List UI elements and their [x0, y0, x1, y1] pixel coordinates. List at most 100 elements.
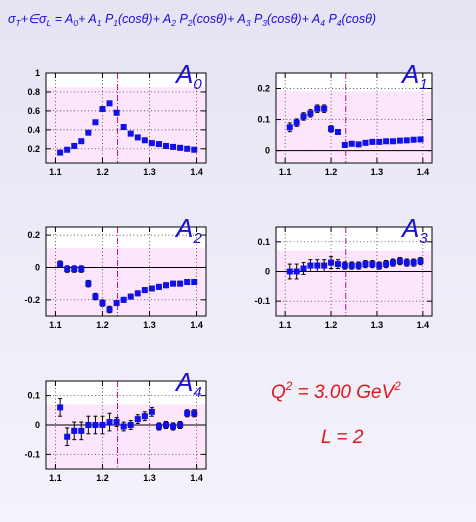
data-point-3-0 [286, 268, 293, 275]
plot-frame-0 [45, 72, 207, 164]
data-point-0-13 [148, 140, 155, 147]
data-point-0-0 [57, 149, 64, 156]
panel-label-1: A1 [400, 59, 428, 93]
data-point-4-17 [177, 422, 184, 428]
formula-part-7: 1 [96, 17, 102, 28]
x-tick-label-3-2: 1.3 [371, 320, 384, 330]
data-point-4-6 [99, 422, 106, 428]
x-tick-label-3-3: 1.4 [417, 320, 430, 330]
panel-label-main-3: A [400, 213, 419, 243]
x-tick-label-2-0: 1.1 [49, 320, 62, 330]
data-point-0-17 [177, 144, 184, 151]
data-point-1-6 [328, 125, 335, 132]
x-tick-label-1-2: 1.3 [371, 167, 384, 177]
formula-part-16: P [250, 12, 263, 26]
x-tick-label-0-3: 1.4 [190, 167, 203, 177]
data-point-3-3 [307, 262, 314, 269]
data-point-1-15 [390, 138, 396, 145]
data-point-3-17 [403, 259, 410, 266]
formula-part-17: 3 [262, 17, 268, 28]
y-tick-label-0-0: 0.2 [27, 144, 40, 154]
y-tick-label-2-2: 0.2 [27, 230, 40, 240]
data-point-4-11 [134, 416, 141, 423]
data-point-1-8 [341, 142, 348, 148]
data-point-3-13 [376, 262, 383, 269]
y-tick-label-4-2: 0.1 [27, 391, 40, 401]
data-point-3-1 [293, 268, 300, 275]
panel-label-main-0: A [174, 59, 193, 89]
data-point-2-7 [106, 306, 113, 313]
data-point-2-6 [99, 300, 106, 307]
data-point-2-9 [120, 296, 127, 303]
data-point-0-1 [64, 146, 71, 153]
panel-label-sub-1: 1 [419, 76, 427, 93]
data-point-4-14 [155, 423, 162, 430]
q2-text: Q2 = 3.00 GeV2 [271, 380, 401, 403]
data-point-1-4 [314, 105, 321, 112]
panel-label-sub-3: 3 [419, 230, 428, 247]
data-point-4-19 [191, 410, 198, 417]
data-point-1-18 [410, 136, 417, 143]
plot-frame-2 [45, 226, 207, 317]
formula-text: σT+∈σL = A0+ A1 P1(cosθ)+ A2 P2(cosθ)+ A… [8, 11, 376, 28]
data-point-1-12 [369, 138, 376, 145]
formula-part-0: σ [8, 12, 16, 26]
x-tick-label-1-1: 1.2 [325, 167, 338, 177]
data-point-4-12 [141, 413, 148, 420]
x-tick-label-4-2: 1.3 [143, 473, 156, 483]
data-point-4-0 [57, 404, 64, 411]
x-tick-label-0-0: 1.1 [49, 167, 62, 177]
data-point-1-9 [348, 140, 355, 147]
data-point-3-16 [396, 258, 403, 265]
data-point-1-13 [376, 138, 383, 145]
data-point-3-19 [417, 258, 424, 265]
data-point-0-10 [127, 130, 134, 137]
data-point-1-14 [383, 138, 390, 145]
data-point-4-9 [120, 423, 127, 430]
data-point-3-7 [334, 261, 341, 268]
data-point-3-4 [314, 262, 321, 269]
y-tick-label-2-1: 0 [35, 262, 40, 272]
y-tick-label-0-2: 0.6 [27, 106, 40, 116]
formula-part-21: 4 [336, 17, 342, 28]
chart-panel-1: 1.1 1.2 1.3 1.4 0 0.1 0.2 A1 [257, 59, 433, 177]
chart-panel-3: 1.1 1.2 1.3 1.4 -0.1 0 0.1 A3 [254, 213, 433, 330]
data-point-1-16 [396, 137, 403, 144]
x-tick-label-2-2: 1.3 [143, 320, 156, 330]
formula-part-6: + A [78, 12, 97, 26]
x-tick-label-2-3: 1.4 [190, 320, 203, 330]
data-point-2-19 [191, 279, 198, 286]
y-tick-label-3-1: 0 [265, 267, 270, 277]
data-point-2-14 [155, 283, 162, 290]
data-point-0-8 [113, 109, 120, 116]
panel-label-sub-2: 2 [192, 230, 202, 247]
formula-part-2: +∈σ [20, 12, 47, 26]
data-point-4-3 [78, 427, 85, 434]
q2-part-3: 2 [394, 380, 401, 393]
formula-part-19: 4 [320, 17, 325, 28]
data-point-4-10 [127, 422, 134, 428]
l-text: L = 2 [321, 427, 364, 448]
plot-frame-1 [275, 72, 433, 164]
formula-part-11: 2 [171, 17, 176, 28]
data-point-4-8 [113, 419, 120, 426]
x-tick-label-2-1: 1.2 [96, 320, 109, 330]
data-point-0-18 [184, 145, 191, 152]
x-tick-label-3-0: 1.1 [279, 320, 292, 330]
data-point-2-15 [163, 282, 169, 289]
chart-panel-4: 1.1 1.2 1.3 1.4 -0.1 0 0.1 A4 [24, 367, 207, 483]
data-point-3-8 [341, 262, 348, 269]
data-point-3-9 [348, 262, 355, 269]
formula-part-3: L [46, 17, 52, 28]
data-point-1-11 [362, 139, 369, 146]
data-point-0-16 [170, 143, 177, 150]
formula-part-12: P [175, 12, 188, 26]
data-point-3-11 [362, 261, 369, 268]
data-point-3-18 [410, 259, 417, 266]
y-tick-label-2-0: -0.2 [24, 295, 40, 305]
y-tick-label-0-1: 0.4 [27, 125, 40, 135]
data-point-2-12 [141, 287, 148, 294]
formula-part-1: T [15, 17, 21, 28]
